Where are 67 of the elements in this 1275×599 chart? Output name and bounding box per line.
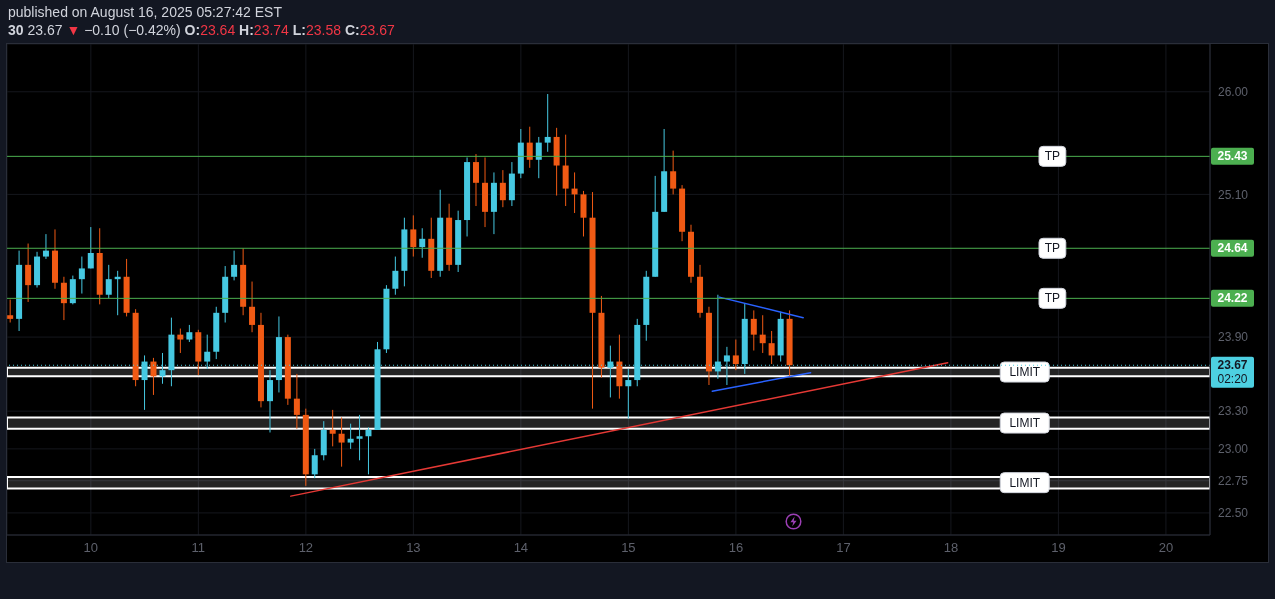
x-tick-label: 15 [621, 540, 636, 556]
x-tick-label: 11 [191, 540, 206, 556]
candlestick [580, 190, 587, 237]
candlestick [499, 169, 506, 208]
candlestick [249, 281, 256, 333]
annotation: TP [1044, 291, 1061, 306]
candlestick [7, 299, 14, 323]
candlestick [231, 250, 238, 281]
candlestick [732, 339, 739, 371]
y-tick-label: 23.30 [1218, 404, 1249, 419]
annotation: TP [1044, 241, 1061, 256]
candlestick [526, 126, 533, 169]
x-tick-label: 16 [728, 540, 744, 556]
candlestick [562, 134, 569, 207]
y-tick-label: 23.00 [1218, 442, 1249, 457]
candlestick [69, 275, 76, 305]
candlestick [419, 227, 426, 259]
candlestick [365, 426, 372, 475]
candlestick [392, 256, 399, 296]
candlestick [150, 357, 157, 396]
candlestick [759, 314, 766, 354]
candlestick [356, 414, 363, 461]
candlestick [25, 243, 32, 303]
y-tick-label: 22.75 [1218, 473, 1249, 488]
y-tick-label: 25.10 [1218, 187, 1249, 202]
x-tick-label: 13 [406, 540, 421, 556]
ref-line-label: 24.64 [1217, 241, 1248, 256]
x-tick-label: 10 [83, 540, 99, 556]
candlestick [670, 150, 677, 195]
x-tick-label: 18 [943, 540, 959, 556]
y-tick-label: 22.50 [1218, 506, 1249, 521]
candlestick [293, 373, 300, 430]
x-tick-label: 17 [836, 540, 851, 556]
band-label: LIMIT [1009, 365, 1041, 380]
x-tick-label: 12 [298, 540, 314, 556]
candlestick [750, 309, 757, 352]
x-tick-label: 19 [1051, 540, 1066, 556]
x-tick-label: 14 [513, 540, 529, 556]
candlestick [60, 276, 67, 321]
ref-line-label: 23.67 [1217, 358, 1248, 373]
candlestick [544, 93, 551, 153]
annotation: TP [1044, 149, 1061, 164]
text: published on August 16, 2025 05:27:42 EST [8, 3, 282, 21]
candlestick [338, 416, 345, 468]
candlestick [42, 233, 49, 260]
band-label: LIMIT [1009, 475, 1041, 490]
candlestick [311, 448, 318, 479]
y-tick-label: 26.00 [1218, 85, 1249, 100]
ref-line-label: 25.43 [1217, 149, 1248, 164]
candlestick [87, 226, 94, 269]
candlestick [105, 264, 112, 299]
candlestick [177, 328, 184, 354]
candlestick [347, 423, 354, 450]
x-tick-label: 20 [1158, 540, 1174, 556]
candlestick [472, 153, 479, 207]
candlestick [625, 368, 632, 420]
candlestick [768, 330, 775, 365]
y-tick-label: 23.90 [1218, 330, 1249, 345]
candlestick [78, 256, 85, 295]
text: 30 23.67 ▼ −0.10 (−0.42%) O:23.64 H:23.74 L:23.58 C:23.67 [8, 22, 395, 38]
candlestick [267, 369, 273, 433]
candlestick [410, 214, 417, 258]
candlestick [535, 136, 542, 179]
band-label: LIMIT [1009, 416, 1041, 431]
candlestick [329, 409, 336, 447]
text: 02:20 [1217, 372, 1248, 387]
ref-line-label: 24.22 [1217, 291, 1248, 306]
